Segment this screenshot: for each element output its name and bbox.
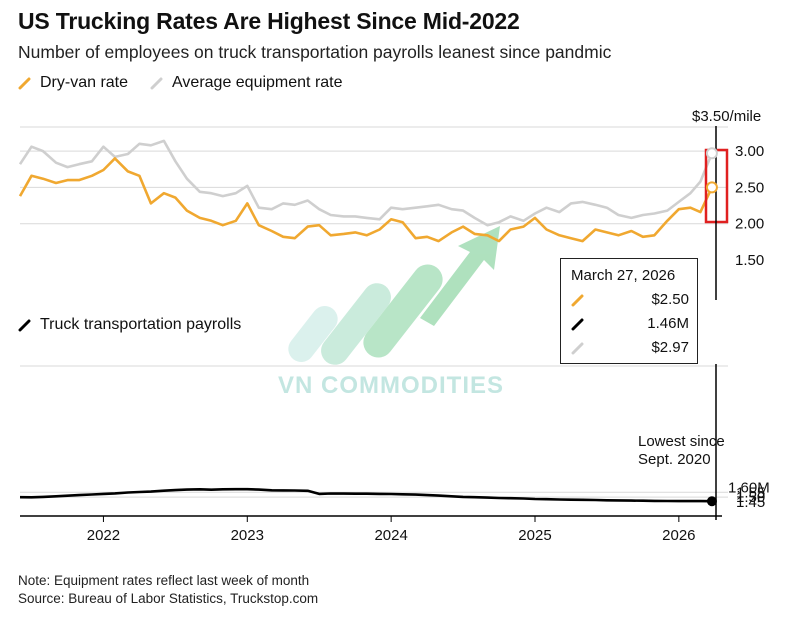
average-equipment-line (18, 139, 714, 227)
gridlines (20, 126, 728, 498)
rates-unit-label: $3.50/mile (692, 108, 761, 125)
rates-legend: Dry-van rate Average equipment rate (18, 74, 365, 92)
watermark-logo-icon (288, 226, 500, 365)
rates-ytick-label: 2.50 (735, 179, 764, 196)
tooltip-date: March 27, 2026 (571, 267, 676, 284)
rates-ytick-label: 2.00 (735, 216, 764, 233)
payrolls-end-marker (706, 496, 717, 507)
average-swatch-icon (150, 77, 163, 90)
legend-average-label: Average equipment rate (172, 74, 343, 91)
dry-van-end-marker (705, 181, 718, 194)
note-text: Note: Equipment rates reflect last week … (18, 573, 310, 588)
payrolls-legend: Truck transportation payrolls (18, 316, 241, 334)
payrolls-swatch-icon (18, 319, 31, 332)
payrolls-line (19, 487, 712, 503)
tooltip-average-value: $2.97 (651, 339, 689, 356)
annotation-line: Sept. 2020 (638, 451, 711, 468)
watermark-text: VN COMMODITIES (278, 372, 505, 399)
x-tick-label: 2022 (87, 527, 120, 544)
average-end-marker (705, 147, 718, 160)
x-tick-label: 2024 (374, 527, 407, 544)
legend-average: Average equipment rate (150, 74, 343, 92)
annotation-line: Lowest since (638, 433, 725, 450)
chart-subtitle: Number of employees on truck transportat… (18, 42, 612, 62)
tooltip-payrolls-value: 1.46M (647, 315, 689, 332)
x-tick-label: 2025 (518, 527, 551, 544)
rates-ytick-label: 1.50 (735, 252, 764, 269)
rates-ytick-label: 3.00 (735, 143, 764, 160)
payrolls-ytick-label: 1.50 (736, 489, 765, 506)
series-layer (18, 139, 714, 503)
payrolls-ytick-label: 1.55 (736, 484, 765, 501)
legend-payrolls-label: Truck transportation payrolls (40, 316, 242, 333)
payrolls-ytick-label: 1.45 (736, 494, 765, 511)
footnote: Note: Equipment rates reflect last week … (18, 572, 318, 608)
tooltip: March 27, 2026 $2.50 1.46M $2.97 (560, 258, 698, 364)
x-tick-label: 2023 (231, 527, 264, 544)
tooltip-dry-van-icon (571, 294, 584, 306)
tooltip-row-payrolls: 1.46M (571, 315, 689, 332)
x-tick-label: 2026 (662, 527, 695, 544)
tooltip-row-dry-van: $2.50 (571, 291, 689, 308)
tooltip-dry-van-value: $2.50 (651, 291, 689, 308)
tooltip-average-icon (571, 342, 584, 354)
payrolls-ytick-label: 1.60M (728, 479, 770, 496)
marker-layer (705, 147, 718, 507)
tooltip-payrolls-icon (571, 318, 584, 330)
legend-dry-van-label: Dry-van rate (40, 74, 129, 91)
legend-dry-van: Dry-van rate (18, 74, 128, 92)
tooltip-row-average: $2.97 (571, 339, 689, 356)
axes-layer: 1.502.002.503.00$3.50/mile1.451.501.551.… (20, 108, 770, 544)
dry-van-line (18, 157, 714, 243)
chart-title: US Trucking Rates Are Highest Since Mid-… (18, 8, 520, 34)
source-text: Source: Bureau of Labor Statistics, Truc… (18, 591, 319, 606)
dry-van-swatch-icon (18, 77, 31, 90)
